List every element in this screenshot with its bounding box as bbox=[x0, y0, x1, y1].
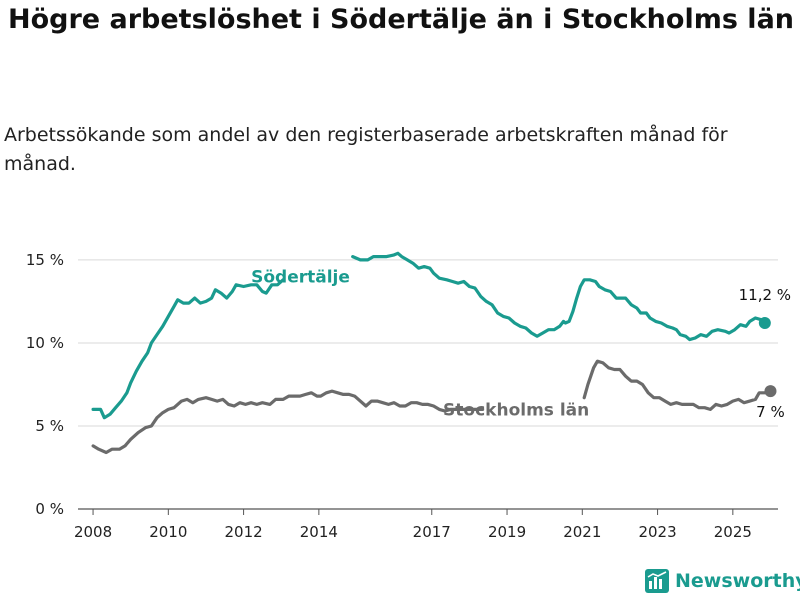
series-end-point-1 bbox=[764, 385, 777, 398]
x-tick-label: 2010 bbox=[149, 523, 187, 541]
x-axis: 2008 2010 2012 2014 2017 2019 2021 2023 2025 bbox=[74, 509, 752, 541]
x-tick-label: 2014 bbox=[300, 523, 338, 541]
chart-subtitle: Arbetssökande som andel av den registerb… bbox=[4, 124, 728, 175]
y-tick-label: 15 % bbox=[26, 251, 64, 269]
x-tick-label: 2017 bbox=[413, 523, 451, 541]
newsworthy-logo[interactable]: Newsworthy bbox=[645, 569, 800, 593]
series-end-point-0 bbox=[758, 317, 771, 330]
series-line-0 bbox=[91, 251, 767, 420]
x-tick-label: 2008 bbox=[74, 523, 112, 541]
y-tick-label: 5 % bbox=[35, 417, 64, 435]
series-line-1 bbox=[91, 359, 773, 455]
brand-name: Newsworthy bbox=[675, 570, 800, 592]
x-tick-label: 2021 bbox=[563, 523, 601, 541]
series-name-label-1: Stockholms län bbox=[443, 400, 589, 420]
x-tick-label: 2023 bbox=[638, 523, 676, 541]
x-tick-label: 2019 bbox=[488, 523, 526, 541]
series-end-label-0: 11,2 % bbox=[739, 286, 791, 304]
x-tick-label: 2025 bbox=[714, 523, 752, 541]
series-name-label-0: Södertälje bbox=[251, 268, 350, 288]
chart-grid bbox=[78, 259, 778, 510]
chart-title: Högre arbetslöshet i Södertälje än i Sto… bbox=[8, 4, 795, 35]
series-end-label-1: 7 % bbox=[756, 403, 785, 421]
x-tick-label: 2012 bbox=[224, 523, 262, 541]
series-lines bbox=[91, 251, 777, 455]
series-labels: Södertälje Stockholms län 11,2 % 7 % bbox=[251, 268, 791, 422]
y-tick-label: 10 % bbox=[26, 334, 64, 352]
y-axis: 0 % 5 % 10 % 15 % bbox=[26, 251, 64, 518]
y-tick-label: 0 % bbox=[35, 500, 64, 518]
newsworthy-logo-icon bbox=[645, 569, 669, 593]
